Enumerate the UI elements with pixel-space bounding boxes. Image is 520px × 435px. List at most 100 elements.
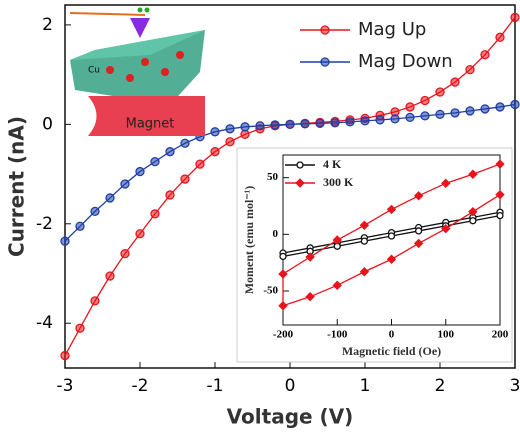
marker bbox=[435, 87, 445, 97]
marker bbox=[120, 248, 130, 259]
legend-marker bbox=[296, 161, 304, 169]
marker bbox=[180, 138, 190, 148]
marker bbox=[135, 229, 145, 239]
marker bbox=[225, 124, 235, 134]
atom bbox=[161, 68, 169, 76]
marker bbox=[255, 121, 265, 131]
marker bbox=[496, 211, 504, 220]
marker bbox=[468, 169, 478, 179]
x-axis-title: Magnetic field (Oe) bbox=[342, 344, 441, 358]
marker bbox=[420, 95, 430, 106]
y-tick-label: -4 bbox=[36, 313, 53, 333]
legend-label: Mag Up bbox=[358, 19, 426, 40]
marker bbox=[210, 127, 220, 137]
atom bbox=[176, 51, 184, 59]
x-tick-label: 100 bbox=[438, 329, 455, 341]
marker bbox=[359, 220, 370, 230]
marker bbox=[105, 193, 115, 203]
marker bbox=[278, 269, 288, 279]
electron bbox=[137, 7, 143, 13]
inset-chart: -200 -100 0 100 200 -50 0 50 Magnetic field (Oe)… bbox=[236, 147, 513, 363]
x-tick-label: 3 bbox=[510, 376, 520, 396]
legend-label: 300 K bbox=[323, 175, 354, 189]
marker bbox=[450, 77, 460, 87]
marker bbox=[359, 267, 370, 277]
atom bbox=[126, 74, 134, 82]
marker bbox=[240, 122, 250, 132]
marker bbox=[441, 178, 451, 189]
marker bbox=[210, 147, 220, 157]
y-tick-label: 2 bbox=[42, 15, 53, 35]
marker bbox=[305, 252, 315, 262]
marker bbox=[225, 137, 235, 147]
marker bbox=[450, 108, 460, 118]
y-axis-title: Moment (emu mol⁻¹) bbox=[242, 186, 256, 295]
marker bbox=[510, 99, 520, 110]
marker bbox=[390, 114, 400, 124]
marker bbox=[270, 120, 280, 130]
x-tick-label: 0 bbox=[285, 376, 296, 396]
marker bbox=[405, 112, 415, 123]
marker bbox=[60, 236, 70, 246]
marker bbox=[332, 280, 342, 291]
marker bbox=[332, 235, 342, 245]
legend-marker bbox=[295, 178, 305, 188]
marker bbox=[405, 102, 415, 112]
marker bbox=[465, 64, 475, 75]
main-chart: -3 -2 -1 0 1 2 3 -4 -2 0 2 Voltage (V) Current (nA) M… bbox=[5, 4, 520, 429]
illustration: Cu Magnet bbox=[70, 7, 205, 136]
marker bbox=[345, 117, 355, 127]
marker bbox=[441, 223, 451, 234]
marker bbox=[195, 159, 205, 169]
marker bbox=[413, 238, 424, 249]
cu-top bbox=[70, 30, 205, 60]
y-axis-title: Current (nA) bbox=[5, 116, 29, 257]
magnet bbox=[88, 96, 205, 136]
marker bbox=[330, 118, 340, 128]
marker bbox=[420, 111, 430, 121]
legend-marker bbox=[320, 25, 330, 35]
marker bbox=[135, 166, 145, 177]
marker bbox=[413, 191, 424, 201]
marker bbox=[300, 119, 310, 129]
x-tick-label: -3 bbox=[57, 376, 74, 396]
marker bbox=[105, 271, 115, 281]
marker bbox=[465, 106, 475, 116]
marker bbox=[375, 115, 385, 125]
x-tick-label: -1 bbox=[207, 376, 224, 396]
series-line bbox=[282, 163, 501, 307]
x-tick-label: -100 bbox=[327, 329, 348, 341]
legend-label: Mag Down bbox=[358, 51, 453, 72]
legend-label: 4 K bbox=[323, 157, 342, 171]
atom bbox=[106, 66, 114, 74]
y-tick-label: -2 bbox=[36, 214, 53, 234]
tip bbox=[130, 18, 150, 38]
marker bbox=[495, 159, 505, 169]
marker bbox=[468, 206, 478, 217]
marker bbox=[279, 252, 287, 261]
x-tick-label: 2 bbox=[435, 376, 446, 396]
marker bbox=[165, 190, 175, 200]
marker bbox=[180, 174, 190, 184]
marker bbox=[480, 104, 490, 114]
y-tick-label: -50 bbox=[263, 285, 278, 297]
x-tick-label: -2 bbox=[132, 376, 149, 396]
legend-marker bbox=[320, 57, 330, 67]
marker bbox=[510, 12, 520, 23]
marker bbox=[120, 179, 130, 189]
marker bbox=[414, 227, 423, 235]
marker bbox=[90, 206, 100, 217]
marker bbox=[278, 301, 288, 311]
marker bbox=[480, 50, 490, 60]
marker bbox=[386, 254, 397, 264]
marker bbox=[386, 204, 397, 215]
marker bbox=[435, 109, 445, 120]
marker bbox=[387, 232, 396, 240]
marker bbox=[90, 296, 100, 306]
marker bbox=[75, 221, 85, 231]
marker bbox=[315, 118, 325, 128]
illustration-label: Cu bbox=[88, 66, 100, 76]
illustration-label: Magnet bbox=[126, 117, 175, 132]
